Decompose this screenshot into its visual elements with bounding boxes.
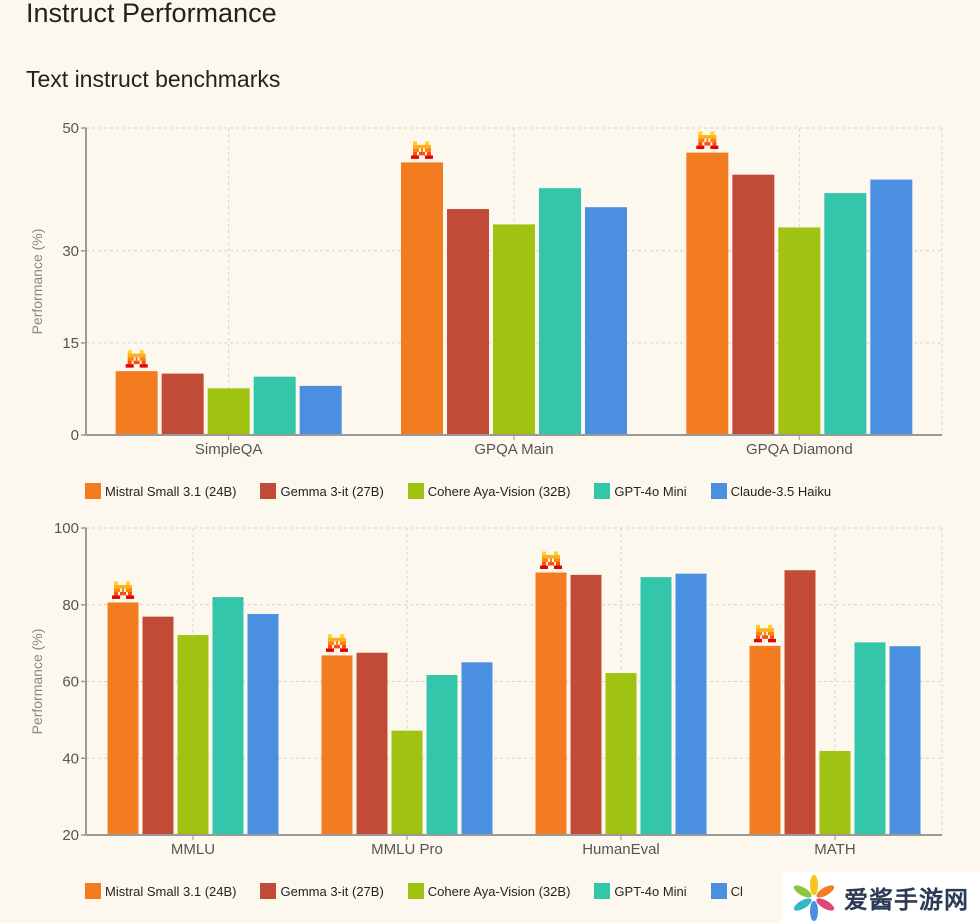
legend-item[interactable]: Gemma 3-it (27B) — [260, 483, 384, 499]
bar-mmlu-series-2[interactable] — [177, 635, 209, 835]
legend-label: GPT-4o Mini — [614, 883, 687, 899]
y-tick-label: 40 — [62, 750, 79, 767]
bar-mmlu-pro-series-2[interactable] — [391, 730, 423, 835]
bar-gpqa-diamond-series-4[interactable] — [870, 179, 913, 435]
bar-simpleqa-series-3[interactable] — [253, 376, 296, 435]
bar-gpqa-diamond-series-2[interactable] — [778, 227, 821, 435]
bar-simpleqa-series-2[interactable] — [207, 388, 250, 435]
bar-humaneval-series-2[interactable] — [605, 673, 637, 835]
legend-label: Cohere Aya-Vision (32B) — [427, 483, 571, 499]
flower-logo-icon — [793, 874, 835, 921]
chart-legend-1: Mistral Small 3.1 (24B) Gemma 3-it (27B) C… — [85, 483, 855, 499]
legend-label: Mistral Small 3.1 (24B) — [105, 883, 237, 899]
bar-math-series-2[interactable] — [819, 750, 851, 835]
bar-humaneval-series-4[interactable] — [675, 573, 707, 835]
x-tick-label: GPQA Main — [474, 441, 553, 458]
legend-swatch — [710, 483, 727, 499]
legend-label: Mistral Small 3.1 (24B) — [105, 483, 237, 499]
bar-mmlu-pro-series-0[interactable] — [321, 655, 353, 835]
legend-swatch — [594, 483, 611, 499]
legend-swatch — [407, 883, 424, 899]
legend-item[interactable]: Gemma 3-it (27B) — [260, 883, 384, 899]
watermark: 爱酱手游网 — [782, 872, 980, 923]
bar-math-series-1[interactable] — [784, 570, 816, 835]
x-tick-label: GPQA Diamond — [746, 441, 853, 458]
bar-mmlu-pro-series-4[interactable] — [461, 662, 493, 835]
mistral-logo-icon — [754, 624, 776, 643]
mistral-logo-icon — [696, 131, 719, 150]
bar-mmlu-series-1[interactable] — [142, 616, 174, 835]
x-tick-label: MMLU — [171, 841, 215, 858]
page-title: Instruct Performance — [26, 0, 277, 28]
bar-gpqa-diamond-series-3[interactable] — [824, 193, 867, 435]
y-tick-label: 100 — [54, 520, 79, 537]
mistral-logo-icon — [125, 350, 148, 368]
mistral-logo-icon — [411, 141, 433, 159]
bar-gpqa-main-series-1[interactable] — [447, 209, 489, 435]
y-tick-label: 80 — [62, 597, 79, 614]
bar-gpqa-diamond-series-1[interactable] — [732, 174, 775, 435]
legend-item[interactable]: Mistral Small 3.1 (24B) — [85, 883, 236, 899]
bar-mmlu-series-0[interactable] — [107, 602, 139, 835]
legend-label: GPT-4o Mini — [614, 483, 687, 499]
bar-mmlu-series-4[interactable] — [247, 613, 279, 835]
section-title: Text instruct benchmarks — [26, 66, 281, 92]
y-tick-label: 30 — [62, 243, 79, 260]
bar-simpleqa-series-4[interactable] — [299, 385, 342, 435]
watermark-text: 爱酱手游网 — [844, 886, 969, 914]
bar-mmlu-pro-series-1[interactable] — [356, 652, 388, 835]
legend-item[interactable]: GPT-4o Mini — [594, 483, 687, 499]
y-axis-title: Performance (%) — [29, 629, 45, 735]
y-axis-title: Performance (%) — [29, 229, 45, 335]
bar-math-series-0[interactable] — [749, 645, 781, 835]
y-tick-label: 0 — [71, 427, 79, 444]
legend-swatch — [594, 883, 611, 899]
legend-item[interactable]: Cl — [710, 883, 743, 899]
legend-item[interactable]: Cohere Aya-Vision (32B) — [407, 483, 571, 499]
mistral-logo-icon — [112, 581, 134, 599]
x-tick-label: MMLU Pro — [371, 841, 443, 858]
legend-label: Cl — [730, 883, 743, 899]
legend-label: Gemma 3-it (27B) — [280, 883, 384, 899]
legend-label: Gemma 3-it (27B) — [280, 483, 384, 499]
chart-text-benchmarks-2: 20 40 60 80 100 MMLU MMLU Pro HumanEval MATH Perf… — [29, 520, 943, 858]
legend-swatch — [85, 483, 101, 499]
mistral-logo-icon — [326, 634, 348, 652]
legend-swatch — [407, 483, 424, 499]
bar-math-series-3[interactable] — [854, 642, 886, 835]
chart-legend-2: Mistral Small 3.1 (24B) Gemma 3-it (27B) C… — [85, 883, 767, 899]
legend-swatch — [710, 883, 727, 899]
mistral-logo-icon — [540, 551, 562, 570]
bar-simpleqa-series-0[interactable] — [115, 371, 158, 435]
y-tick-label: 60 — [62, 674, 79, 691]
bar-mmlu-series-3[interactable] — [212, 597, 244, 835]
y-tick-label: 15 — [62, 335, 79, 352]
bar-gpqa-main-series-0[interactable] — [401, 162, 443, 435]
bar-gpqa-main-series-2[interactable] — [493, 224, 535, 435]
legend-swatch — [260, 883, 277, 899]
y-tick-label: 50 — [62, 120, 79, 137]
x-tick-label: MATH — [814, 841, 855, 858]
bar-mmlu-pro-series-3[interactable] — [426, 674, 458, 835]
bar-humaneval-series-1[interactable] — [570, 574, 602, 835]
legend-swatch — [85, 883, 101, 899]
bar-humaneval-series-3[interactable] — [640, 577, 672, 835]
legend-label: Cohere Aya-Vision (32B) — [427, 883, 571, 899]
legend-label: Claude-3.5 Haiku — [730, 483, 832, 499]
bar-gpqa-main-series-3[interactable] — [539, 188, 581, 435]
x-tick-label: SimpleQA — [195, 441, 263, 458]
bar-simpleqa-series-1[interactable] — [161, 373, 204, 435]
y-tick-label: 20 — [62, 827, 79, 844]
legend-item[interactable]: Claude-3.5 Haiku — [710, 483, 832, 499]
bar-gpqa-main-series-4[interactable] — [585, 207, 627, 435]
legend-item[interactable]: GPT-4o Mini — [594, 883, 687, 899]
x-tick-label: HumanEval — [582, 841, 660, 858]
chart-text-benchmarks-1: 0 15 30 50 SimpleQA GPQA Main GPQA Diamond Perf… — [29, 120, 943, 458]
bar-gpqa-diamond-series-0[interactable] — [686, 152, 729, 435]
legend-swatch — [260, 483, 277, 499]
legend-item[interactable]: Cohere Aya-Vision (32B) — [407, 883, 571, 899]
bar-math-series-4[interactable] — [889, 646, 921, 835]
legend-item[interactable]: Mistral Small 3.1 (24B) — [85, 483, 236, 499]
bar-humaneval-series-0[interactable] — [535, 572, 567, 835]
